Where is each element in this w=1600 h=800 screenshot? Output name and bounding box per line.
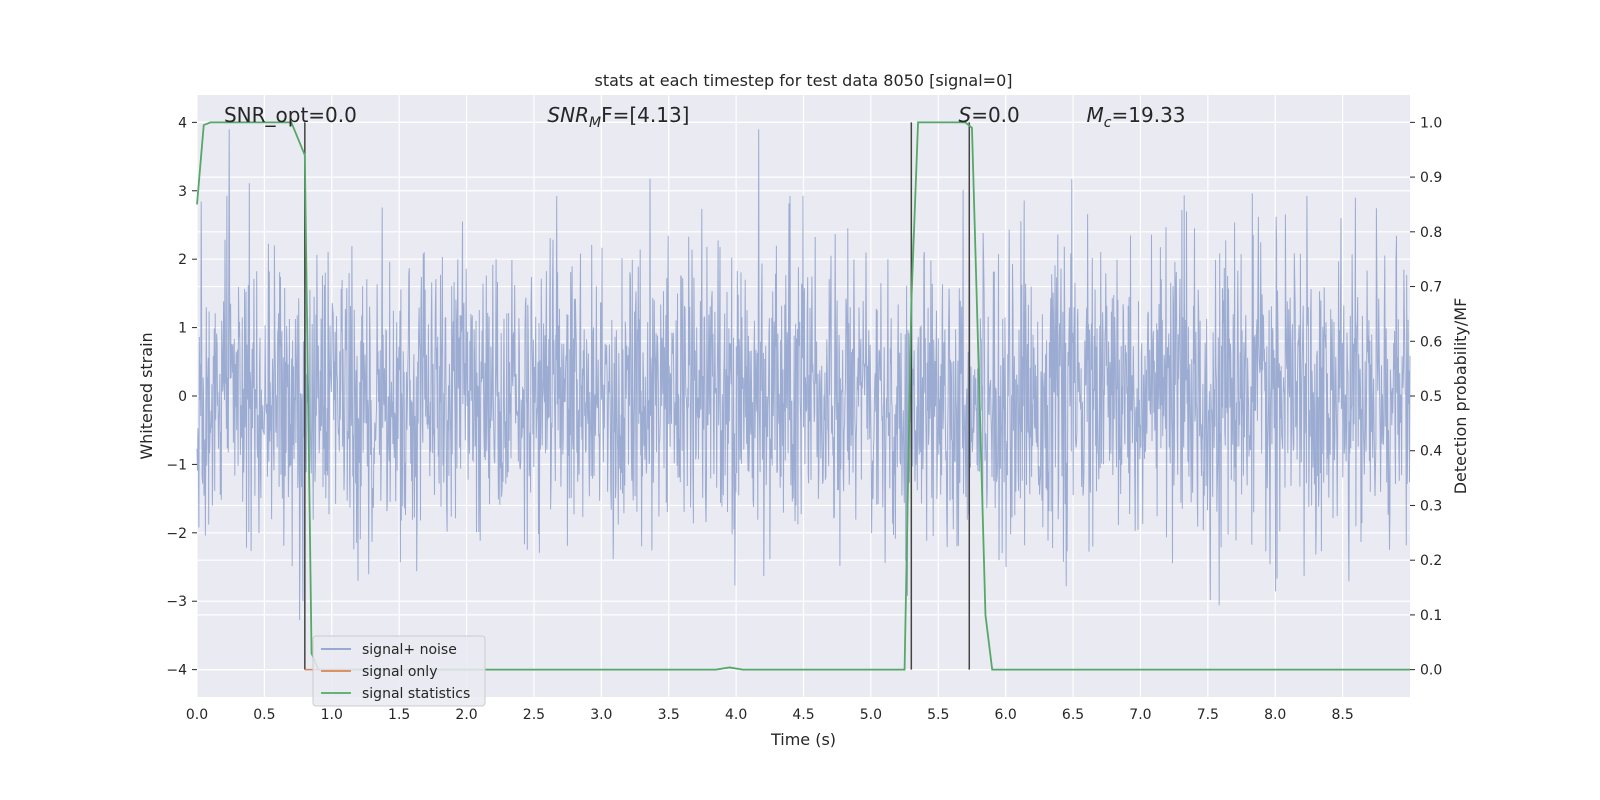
x-tick-label: 6.0 (995, 707, 1017, 723)
x-axis-label: Time (s) (770, 730, 836, 749)
y-tick-label: −1 (166, 457, 187, 473)
x-tick-label: 0.0 (186, 707, 208, 723)
x-tick-label: 3.5 (658, 707, 680, 723)
x-tick-label: 8.0 (1264, 707, 1286, 723)
y2-tick-label: 0.9 (1420, 170, 1442, 186)
annotations: SNR_opt=0.0 SNRMF=[4.13] S=0.0 Mc=19.33 (224, 103, 1186, 131)
x-tick-label: 6.5 (1062, 707, 1084, 723)
x-tick-label: 7.0 (1129, 707, 1151, 723)
y-axis-ticks: 4 3 2 1 0 −1 −2 −3 −4 (166, 115, 197, 679)
series-signal-noise (196, 129, 1411, 621)
y2-tick-label: 1.0 (1420, 115, 1442, 131)
legend-entry-signal-only: signal only (362, 664, 437, 680)
y-tick-label: −2 (166, 526, 187, 542)
x-axis-ticks: 0.0 0.5 1.0 1.5 2.0 2.5 3.0 3.5 4.0 4.5 5.0 5.5 6.0 6… (186, 707, 1354, 723)
legend-entry-signal-statistics: signal statistics (362, 686, 470, 702)
y2-tick-label: 0.7 (1420, 280, 1442, 296)
y-axis-label: Whitened strain (137, 332, 156, 459)
x-tick-label: 5.0 (860, 707, 882, 723)
chart-title: stats at each timestep for test data 805… (594, 71, 1012, 90)
series-lines (196, 121, 1410, 671)
y2-tick-label: 0.8 (1420, 225, 1442, 241)
x-tick-label: 2.0 (455, 707, 477, 723)
x-tick-label: 4.5 (792, 707, 814, 723)
annotation: S=0.0 (958, 103, 1019, 127)
x-tick-label: 2.5 (523, 707, 545, 723)
y-tick-label: −3 (166, 594, 187, 610)
series-line-signal-statistics (196, 121, 1410, 671)
y2-axis-label: Detection probability/MF (1451, 298, 1470, 495)
annotation: SNR_opt=0.0 (224, 103, 357, 127)
legend-box (312, 635, 486, 707)
legend-entry-signal-noise: signal+ noise (362, 642, 457, 658)
x-tick-label: 1.0 (321, 707, 343, 723)
x-tick-label: 5.5 (927, 707, 949, 723)
y2-tick-label: 0.5 (1420, 389, 1442, 405)
y2-tick-label: 0.6 (1420, 334, 1442, 350)
y-tick-label: 3 (178, 184, 187, 200)
y2-axis-ticks: 1.0 0.9 0.8 0.7 0.6 0.5 0.4 0.3 0.2 0.1 0.0 (1410, 115, 1442, 679)
x-tick-label: 4.0 (725, 707, 747, 723)
y2-tick-label: 0.3 (1420, 498, 1442, 514)
y2-tick-label: 0.2 (1420, 553, 1442, 569)
y-tick-label: −4 (166, 663, 187, 679)
y-tick-label: 1 (178, 321, 187, 337)
y2-tick-label: 0.4 (1420, 444, 1442, 460)
y-tick-label: 4 (178, 115, 187, 131)
series-line-signal-noise (196, 129, 1411, 621)
x-tick-label: 7.5 (1197, 707, 1219, 723)
y-tick-label: 2 (178, 252, 187, 268)
y2-tick-label: 0.0 (1420, 663, 1442, 679)
x-tick-label: 0.5 (253, 707, 275, 723)
annotation: SNRMF=[4.13] (547, 103, 689, 131)
annotation: Mc=19.33 (1087, 103, 1186, 131)
x-tick-label: 1.5 (388, 707, 410, 723)
legend: signal+ noise signal only signal statist… (312, 635, 486, 707)
y-tick-label: 0 (178, 389, 187, 405)
x-tick-label: 3.0 (590, 707, 612, 723)
y2-tick-label: 0.1 (1420, 608, 1442, 624)
x-tick-label: 8.5 (1331, 707, 1353, 723)
